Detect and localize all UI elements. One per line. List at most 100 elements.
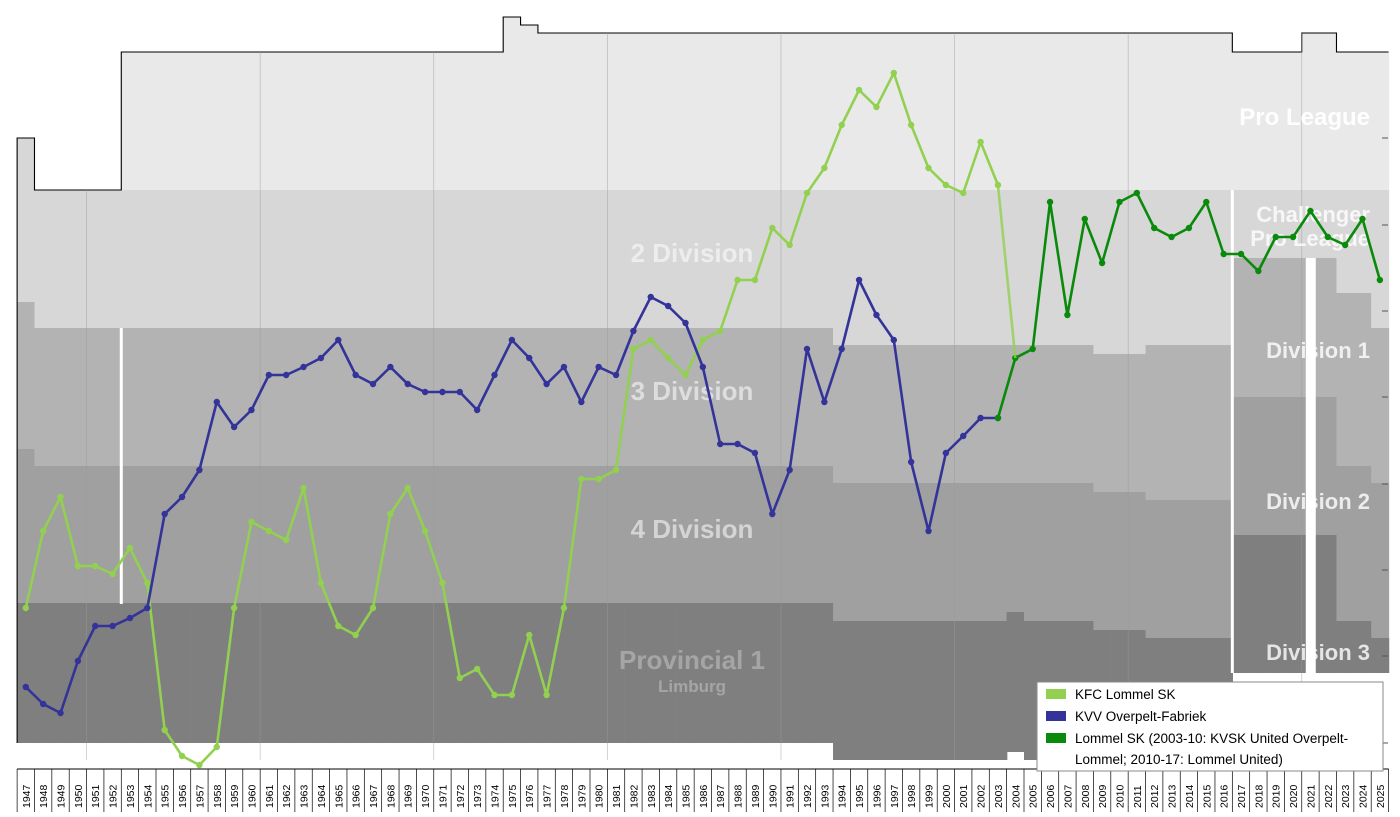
band-1983-5 xyxy=(642,603,661,743)
band-1967-3 xyxy=(364,466,383,603)
band-2008-0 xyxy=(1076,33,1095,190)
band-2005-0 xyxy=(1024,33,1042,190)
x-label-1961: 1961 xyxy=(264,784,276,808)
point-0-1948 xyxy=(39,527,47,535)
point-0-1993 xyxy=(821,164,828,172)
band-1947-3 xyxy=(17,449,36,603)
band-1949-2 xyxy=(51,328,70,466)
band-1965-3 xyxy=(329,466,348,603)
band-1994-1 xyxy=(833,190,851,345)
x-label-2018: 2018 xyxy=(1253,784,1265,808)
band-2024-1 xyxy=(1353,190,1372,293)
point-1-1970 xyxy=(421,388,429,396)
band-1980-2 xyxy=(590,328,608,466)
point-0-1997 xyxy=(890,69,897,77)
point-0-1998 xyxy=(907,121,915,129)
point-2-2024 xyxy=(1359,215,1366,223)
band-1952-5 xyxy=(103,603,122,743)
x-label-2002: 2002 xyxy=(976,784,988,808)
band-2020-2 xyxy=(1284,258,1303,397)
x-label-1967: 1967 xyxy=(368,784,380,808)
band-1998-0 xyxy=(902,33,921,190)
x-label-2024: 2024 xyxy=(1358,784,1370,808)
point-1-1972 xyxy=(456,388,463,396)
band-1997-3 xyxy=(885,483,904,621)
point-2-2021 xyxy=(1307,207,1314,215)
band-1967-1 xyxy=(364,190,383,328)
point-1-1969 xyxy=(404,380,411,388)
band-2023-0 xyxy=(1336,52,1355,190)
point-1-1963 xyxy=(300,363,307,371)
band-1958-0 xyxy=(208,52,227,190)
point-1-1957 xyxy=(196,466,203,474)
band-1992-1 xyxy=(798,190,817,328)
band-1965-0 xyxy=(329,52,348,190)
band-2020-1 xyxy=(1284,190,1303,258)
band-1960-0 xyxy=(242,52,261,190)
point-0-1979 xyxy=(578,475,585,483)
band-1990-5 xyxy=(763,603,782,743)
point-2-2016 xyxy=(1220,250,1227,258)
x-label-1992: 1992 xyxy=(802,784,814,808)
band-1965-5 xyxy=(329,603,348,743)
band-1990-2 xyxy=(763,328,782,466)
point-0-1977 xyxy=(543,691,550,699)
band-2007-0 xyxy=(1058,33,1077,190)
band-2008-1 xyxy=(1076,190,1095,345)
point-0-1968 xyxy=(387,510,394,518)
band-2015-0 xyxy=(1197,33,1216,190)
x-label-2012: 2012 xyxy=(1149,784,1161,808)
band-1973-3 xyxy=(468,466,487,603)
band-1982-2 xyxy=(624,328,643,466)
band-1988-0 xyxy=(728,33,747,190)
band-1990-3 xyxy=(763,466,782,603)
x-label-2008: 2008 xyxy=(1080,784,1092,808)
band-2006-0 xyxy=(1041,33,1060,190)
x-label-1973: 1973 xyxy=(472,784,484,808)
band-1951-5 xyxy=(86,603,105,743)
band-1955-5 xyxy=(156,603,174,743)
point-1-1966 xyxy=(352,371,359,379)
x-label-2000: 2000 xyxy=(941,784,953,808)
band-2010-1 xyxy=(1110,190,1129,354)
x-label-2023: 2023 xyxy=(1340,784,1352,808)
division-bands xyxy=(16,16,1390,760)
band-2002-2 xyxy=(971,345,990,483)
label-2-division: 2 Division xyxy=(631,238,754,268)
band-1983-1 xyxy=(642,190,661,328)
band-2019-2 xyxy=(1267,258,1285,397)
point-2-2022 xyxy=(1324,233,1332,241)
x-label-1985: 1985 xyxy=(680,784,692,808)
x-label-1982: 1982 xyxy=(628,784,640,808)
point-0-1961 xyxy=(265,527,273,535)
band-1986-0 xyxy=(694,33,713,190)
band-1971-0 xyxy=(433,52,452,190)
band-1983-0 xyxy=(642,33,661,190)
x-label-1950: 1950 xyxy=(73,784,85,808)
point-1-1967 xyxy=(369,380,377,388)
band-2019-1 xyxy=(1267,190,1285,258)
band-1976-3 xyxy=(520,466,539,603)
band-2024-2 xyxy=(1353,293,1372,466)
band-1955-1 xyxy=(156,190,174,328)
band-2018-2 xyxy=(1249,258,1268,397)
band-2016-2 xyxy=(1214,345,1233,500)
point-0-1995 xyxy=(855,86,863,94)
band-1991-1 xyxy=(780,190,799,328)
band-1988-5 xyxy=(728,603,747,743)
band-1954-5 xyxy=(138,603,157,743)
year-gridlines xyxy=(86,33,1388,760)
point-1-1986 xyxy=(699,363,707,371)
band-1967-5 xyxy=(364,603,383,743)
point-1-1999 xyxy=(925,527,932,535)
band-2000-5 xyxy=(937,621,956,760)
label-division-2: Division 2 xyxy=(1266,489,1370,514)
band-1968-5 xyxy=(381,603,400,743)
point-0-1988 xyxy=(734,276,741,284)
x-label-2010: 2010 xyxy=(1114,784,1126,808)
band-2019-3 xyxy=(1267,397,1285,535)
point-0-1950 xyxy=(74,562,82,570)
band-2018-1 xyxy=(1249,190,1268,258)
band-1959-5 xyxy=(225,603,244,743)
point-1-1989 xyxy=(751,449,759,457)
